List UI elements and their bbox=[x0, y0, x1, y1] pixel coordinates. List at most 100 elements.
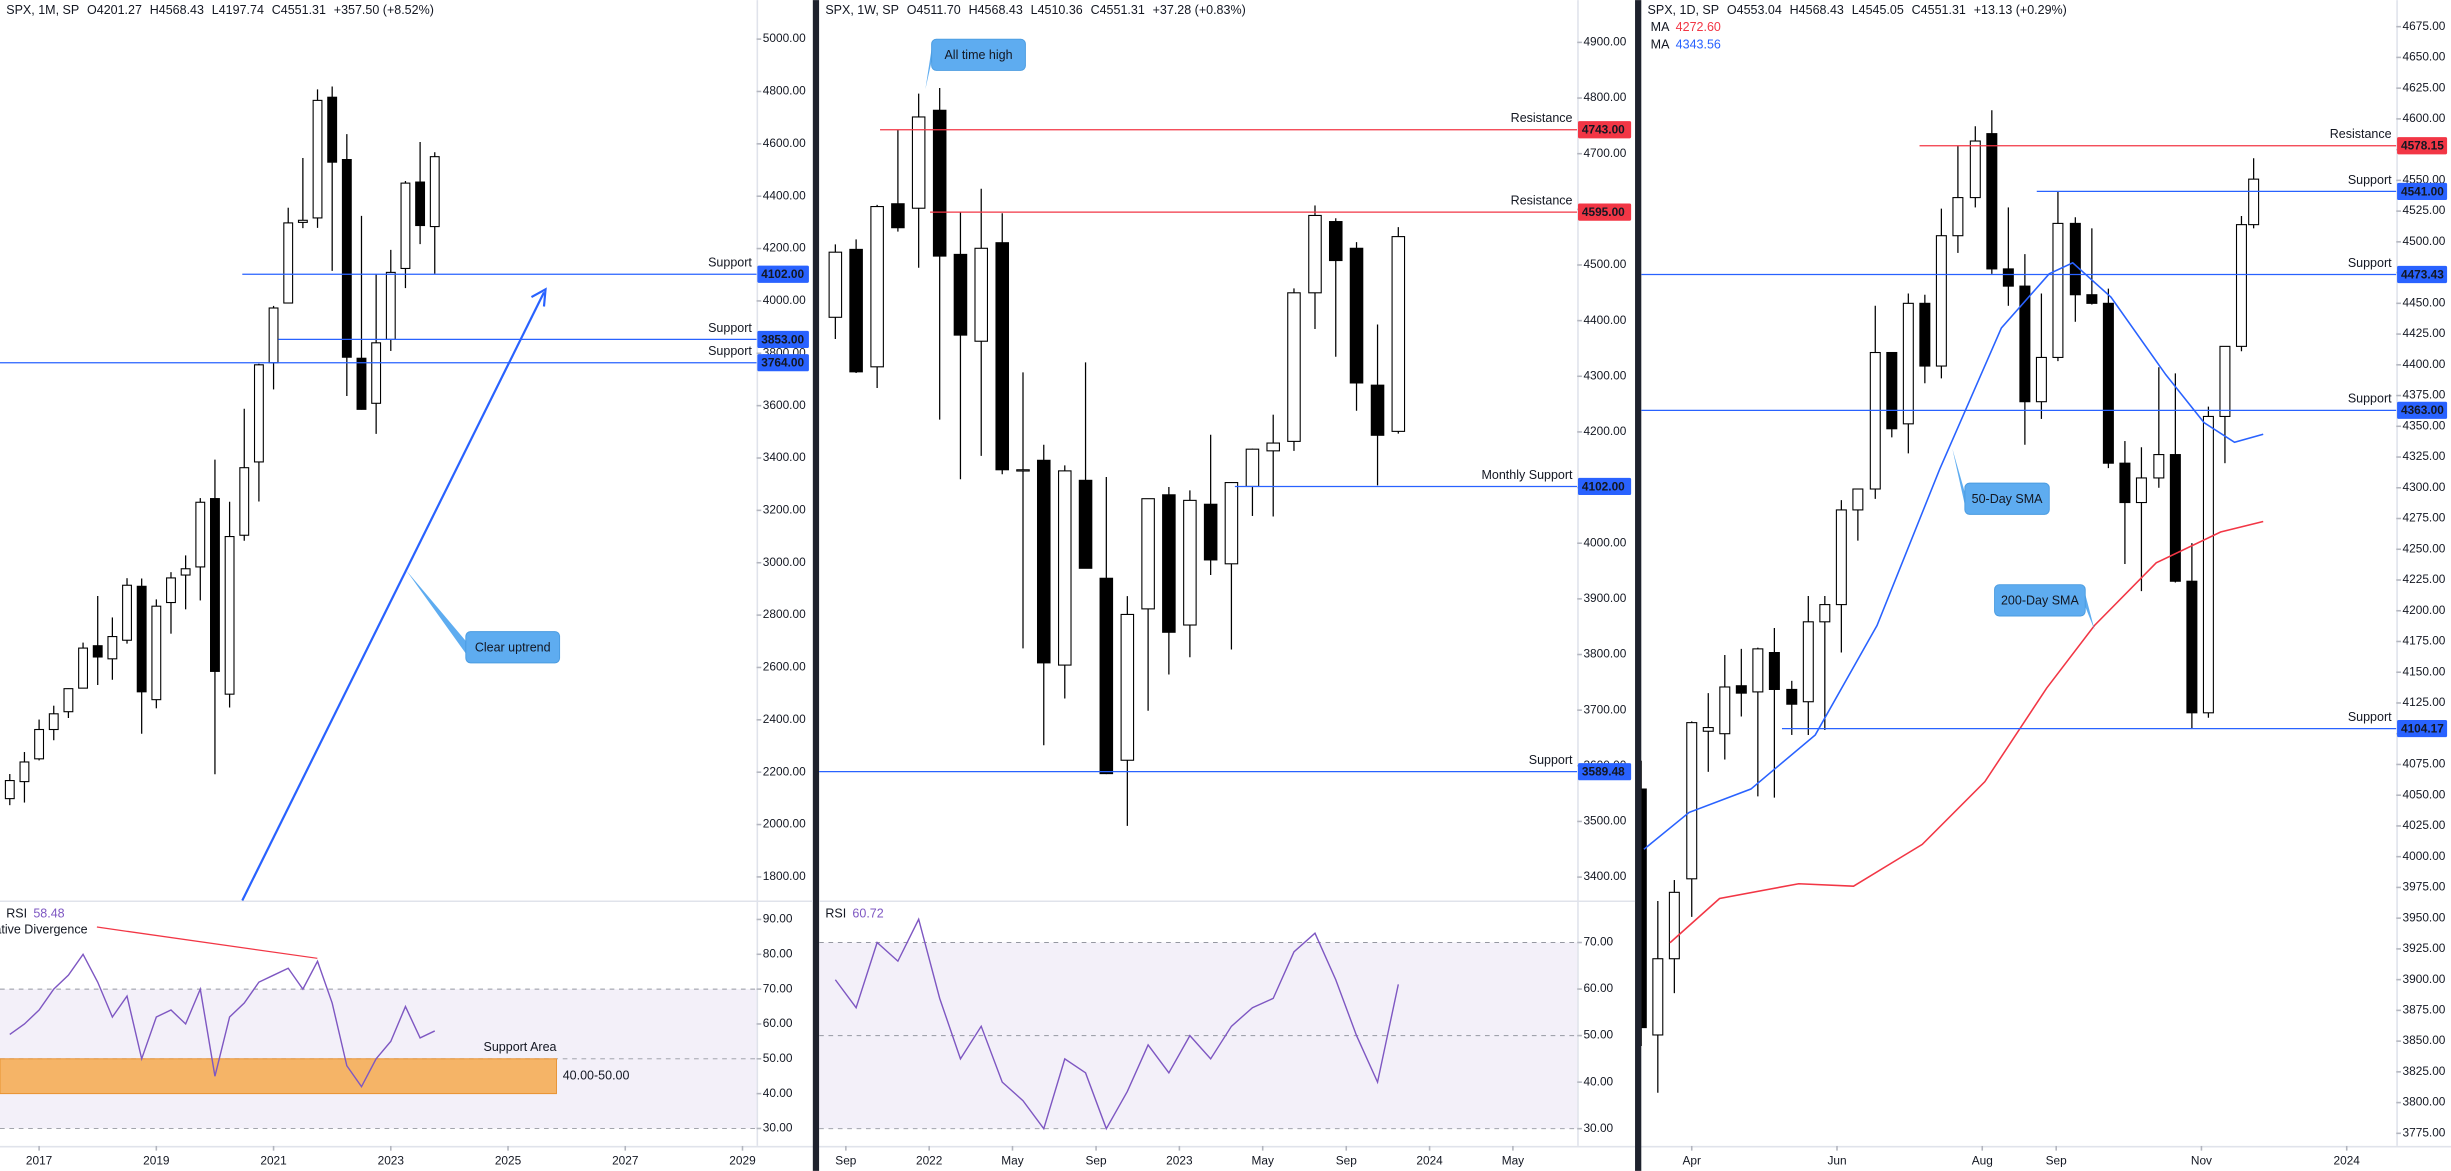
callout-pointer bbox=[1952, 448, 1965, 505]
ohlc-value: +13.13 (+0.29%) bbox=[1974, 3, 2067, 17]
x-tick-label: Jun bbox=[1827, 1154, 1846, 1168]
x-tick-label: May bbox=[1001, 1154, 1023, 1168]
support-zone bbox=[0, 1058, 557, 1095]
callout-box bbox=[465, 631, 561, 664]
callout-text: Clear uptrend bbox=[475, 640, 551, 654]
price-tag bbox=[1577, 763, 1632, 781]
rsi-y-tick-label: 50.00 bbox=[763, 1051, 793, 1065]
candle-body bbox=[1058, 470, 1072, 666]
candle-body bbox=[2135, 477, 2147, 504]
price-tag-label: 4541.00 bbox=[2401, 184, 2444, 198]
price-tag-label: 4102.00 bbox=[1582, 479, 1625, 493]
level-name: Support bbox=[708, 344, 752, 358]
time-axis: Sep 2022 May Sep 2023 May Sep 2024 May bbox=[835, 1145, 1524, 1168]
candle-body bbox=[932, 109, 947, 257]
level-name: Support bbox=[2348, 173, 2392, 187]
level-name: Support bbox=[708, 256, 752, 270]
candle-body bbox=[1266, 442, 1280, 452]
x-tick-label: May bbox=[1251, 1154, 1273, 1168]
y-tick-label: 4600.00 bbox=[763, 136, 806, 150]
y-tick-label: 4175.00 bbox=[2403, 634, 2446, 648]
y-tick-label: 4525.00 bbox=[2403, 203, 2446, 217]
rsi-pane bbox=[819, 917, 1578, 1131]
candle-body bbox=[891, 203, 905, 229]
candle-body bbox=[1969, 140, 1981, 199]
trend-arrow bbox=[530, 287, 547, 307]
y-tick-label: 3775.00 bbox=[2403, 1125, 2446, 1139]
price-tag-label: 4578.15 bbox=[2401, 139, 2444, 153]
ma-name: MA bbox=[1651, 21, 1670, 35]
level-name: Resistance bbox=[2330, 127, 2392, 141]
y-tick-label: 3850.00 bbox=[2403, 1033, 2446, 1047]
ohlc-value: L4197.74 bbox=[212, 3, 264, 17]
candle-body bbox=[283, 222, 294, 304]
y-tick-label: 3825.00 bbox=[2403, 1064, 2446, 1078]
callout-text: All time high bbox=[944, 48, 1012, 62]
candle-body bbox=[1224, 482, 1239, 565]
y-tick-label: 3875.00 bbox=[2403, 1003, 2446, 1017]
candle-body bbox=[1668, 891, 1680, 960]
x-tick-label: May bbox=[1502, 1154, 1524, 1168]
candle-body bbox=[1886, 351, 1898, 430]
y-tick-label: 3400.00 bbox=[763, 450, 806, 464]
candle-body bbox=[828, 251, 843, 318]
rsi-value: 60.72 bbox=[852, 907, 883, 921]
candle-body bbox=[1349, 247, 1364, 384]
ma-legend: MA 4272.60 bbox=[1651, 21, 1721, 35]
y-tick-label: 4500.00 bbox=[1583, 257, 1626, 271]
y-tick-label: 4300.00 bbox=[1583, 368, 1626, 382]
x-tick-label: 2023 bbox=[1166, 1154, 1193, 1168]
candle-body bbox=[1016, 469, 1030, 472]
moving-average bbox=[1643, 261, 2264, 850]
price-tag bbox=[757, 265, 809, 283]
price-tag-label: 4102.00 bbox=[761, 267, 804, 281]
zone-name: Support Area bbox=[484, 1040, 557, 1054]
rsi-y-tick-label: 60.00 bbox=[1583, 981, 1613, 995]
ma-legend: MA 4343.56 bbox=[1651, 38, 1721, 52]
y-tick-label: 4800.00 bbox=[1583, 90, 1626, 104]
y-tick-label: 4375.00 bbox=[2403, 388, 2446, 402]
candle-body bbox=[268, 307, 279, 364]
rsi-line bbox=[9, 952, 436, 1089]
candle-body bbox=[1287, 292, 1301, 442]
price-tag bbox=[2397, 719, 2448, 738]
candle-body bbox=[1078, 479, 1093, 569]
candle-body bbox=[1652, 958, 1664, 1036]
x-tick-label: 2021 bbox=[260, 1154, 287, 1168]
price-panel: 1800.00 2000.00 2200.00 2400.00 2600.00 2800.… bbox=[0, 0, 813, 1168]
y-tick-label: 4000.00 bbox=[1583, 535, 1626, 549]
y-tick-label: 4625.00 bbox=[2403, 80, 2446, 94]
y-tick-label: 4325.00 bbox=[2403, 449, 2446, 463]
trend-line bbox=[241, 291, 545, 901]
plot-area bbox=[1641, 110, 2397, 1093]
rsi-legend: RSI 58.48 bbox=[6, 907, 64, 921]
time-axis: Apr Jun Aug Sep Nov 2024 bbox=[1683, 1145, 2360, 1168]
candle-body bbox=[122, 584, 132, 641]
y-tick-label: 4225.00 bbox=[2403, 572, 2446, 586]
ohlc-value: H4568.43 bbox=[969, 3, 1023, 17]
callout-box bbox=[1994, 584, 2086, 617]
candle-body bbox=[1835, 509, 1847, 606]
y-tick-label: 4275.00 bbox=[2403, 511, 2446, 525]
rsi-y-tick-label: 40.00 bbox=[1583, 1074, 1613, 1088]
candle-body bbox=[356, 357, 367, 410]
divergence-line bbox=[96, 926, 318, 959]
plot-area bbox=[819, 88, 1578, 826]
y-tick-label: 3600.00 bbox=[763, 398, 806, 412]
candle-body bbox=[92, 645, 103, 658]
y-tick-label: 4000.00 bbox=[763, 293, 806, 307]
y-tick-label: 4400.00 bbox=[2403, 357, 2446, 371]
ohlc-value: O4511.70 bbox=[907, 3, 961, 17]
ma-value: 4343.56 bbox=[1676, 38, 1721, 52]
y-tick-label: 4400.00 bbox=[763, 188, 806, 202]
moving-average bbox=[1669, 520, 2264, 944]
y-tick-label: 4675.00 bbox=[2403, 19, 2446, 33]
candle-body bbox=[1641, 788, 1647, 1029]
candle-body bbox=[2219, 345, 2231, 418]
candle-body bbox=[371, 342, 382, 404]
y-tick-label: 4350.00 bbox=[2403, 418, 2446, 432]
rsi-line bbox=[834, 917, 1399, 1131]
rsi-legend: RSI 60.72 bbox=[825, 907, 883, 921]
candle-body bbox=[870, 206, 884, 368]
y-tick-label: 2000.00 bbox=[763, 817, 806, 831]
